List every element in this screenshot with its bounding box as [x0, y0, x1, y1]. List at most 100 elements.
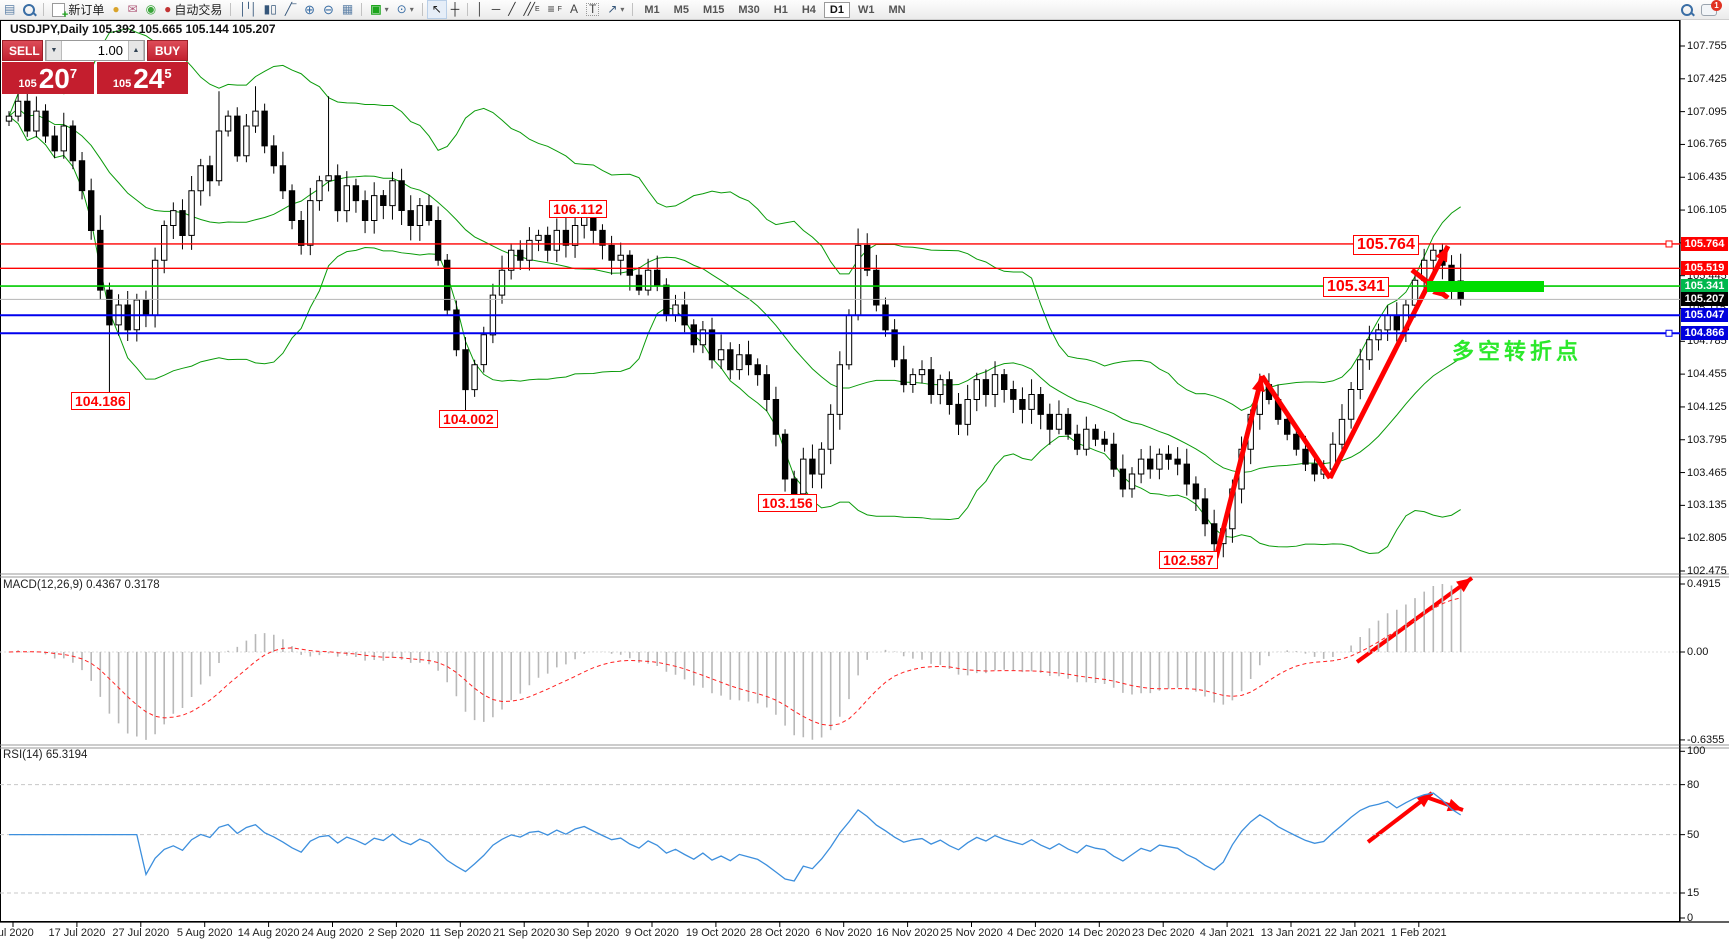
date-axis-label: 21 Sep 2020	[492, 927, 556, 939]
crosshair-tool-button[interactable]: ┼	[447, 1, 464, 18]
date-axis-label: 4 Jan 2021	[1199, 927, 1255, 939]
search-icon	[1681, 3, 1693, 16]
line-chart-button[interactable]: ╱‾	[281, 1, 300, 18]
timeframe-H1[interactable]: H1	[773, 3, 788, 16]
rsi-axis-label: 15	[1687, 886, 1700, 899]
chart-title: USDJPY,Daily 105.392 105.665 105.144 105…	[10, 22, 276, 36]
new-order-button[interactable]: 新订单	[48, 1, 108, 21]
date-axis-label: 17 Jul 2020	[48, 927, 106, 939]
price-callout-105.341[interactable]: 105.341	[1323, 277, 1389, 297]
volume-value[interactable]: 1.00	[97, 43, 123, 58]
timeframe-M30[interactable]: M30	[738, 3, 760, 16]
deposit-button[interactable]: ●	[108, 1, 123, 18]
mail-button[interactable]: ✉	[124, 1, 142, 18]
main-chart-layer	[5, 27, 1464, 560]
autotrade-icon: ●	[164, 2, 172, 16]
vertical-line-tool-button[interactable]: │	[472, 1, 488, 18]
price-tag-105.047: 105.047	[1681, 308, 1728, 323]
date-axis-label: 4 Dec 2020	[1007, 927, 1064, 939]
profiles-button[interactable]	[19, 1, 39, 18]
candle-chart-button[interactable]: ▮▯	[260, 1, 281, 18]
date-axis-label: 9 Oct 2020	[625, 927, 679, 939]
toolbar-separator	[361, 3, 363, 16]
date-axis-label: 14 Aug 2020	[237, 927, 300, 939]
highlight-zone[interactable]	[1427, 281, 1544, 292]
text-tool-button[interactable]: A	[566, 1, 582, 18]
date-axis-label: 6 Nov 2020	[815, 927, 872, 939]
trend-arrow-head	[1435, 246, 1448, 263]
autotrade-button[interactable]: ● 自动交易	[160, 1, 226, 18]
price-axis-label: 103.795	[1687, 433, 1727, 446]
price-axis-label: 102.475	[1687, 564, 1727, 577]
buy-price[interactable]: 105 24 5	[96, 62, 188, 94]
date-axis-label: 30 Sep 2020	[556, 927, 620, 939]
volume-stepper: ▼ 1.00 ▲	[45, 40, 145, 61]
arrows-tool-button[interactable]: ↗ ▾	[603, 1, 628, 18]
zoom-in-button[interactable]: ⊕	[300, 1, 319, 18]
date-axis-label: 16 Nov 2020	[876, 927, 939, 939]
date-axis-label: 19 Oct 2020	[685, 927, 746, 939]
trendline-tool-button[interactable]: ╱	[504, 1, 519, 18]
tile-windows-button[interactable]: ▦	[338, 1, 357, 18]
timeframe-W1[interactable]: W1	[857, 3, 875, 16]
zoom-in-icon: ⊕	[304, 2, 316, 17]
search-button[interactable]	[1677, 1, 1697, 18]
annotation-note[interactable]: 多空转折点	[1452, 339, 1583, 364]
date-axis-label: 22 Jan 2021	[1324, 927, 1386, 939]
zoom-out-button[interactable]: ⊖	[319, 1, 338, 18]
price-callout-104.186[interactable]: 104.186	[71, 392, 130, 410]
price-tag-105.519: 105.519	[1681, 261, 1728, 276]
notifications-button[interactable]: 1	[1697, 0, 1722, 18]
bearish-candles	[24, 100, 1464, 545]
timeframe-MN[interactable]: MN	[888, 3, 906, 16]
label-tool-button[interactable]: T	[582, 1, 603, 18]
timeframe-M5[interactable]: M5	[673, 3, 689, 16]
bar-chart-button[interactable]: │╵│	[235, 1, 259, 18]
horizontal-line-tool-button[interactable]: ─	[488, 1, 505, 18]
buy-button[interactable]: BUY	[147, 40, 188, 61]
price-callout-103.156[interactable]: 103.156	[758, 494, 817, 512]
fibonacci-tool-button[interactable]: ≡ F	[547, 2, 562, 16]
zoom-out-icon: ⊖	[323, 2, 334, 17]
price-axis-label: 103.135	[1687, 499, 1727, 512]
timeframe-H4[interactable]: H4	[801, 3, 816, 16]
cursor-tool-button[interactable]: ↖	[426, 0, 447, 19]
price-callout-102.587[interactable]: 102.587	[1159, 551, 1218, 569]
sell-price[interactable]: 105 20 7	[2, 62, 94, 94]
date-axis-label: Jul 2020	[0, 927, 34, 939]
trend-arrow[interactable]	[1259, 374, 1333, 480]
new-chart-button[interactable]: ▤	[0, 1, 19, 18]
price-callout-104.002[interactable]: 104.002	[439, 410, 498, 428]
line-handle[interactable]	[1665, 329, 1673, 337]
price-axis-label: 103.465	[1687, 466, 1727, 479]
signals-button[interactable]: ◉	[142, 1, 160, 18]
line-chart-icon: ╱‾	[284, 2, 297, 16]
tile-windows-icon: ▦	[341, 2, 354, 16]
macd-histogram	[17, 584, 1462, 740]
price-axis-label: 106.765	[1687, 138, 1727, 151]
line-handle[interactable]	[1665, 240, 1673, 248]
signal-icon: ◉	[145, 2, 157, 16]
volume-decrement-button[interactable]: ▼	[46, 41, 62, 60]
price-axis-label: 107.095	[1687, 105, 1727, 118]
new-window-button[interactable]: ▣ ▾	[366, 1, 392, 18]
price-callout-106.112[interactable]: 106.112	[549, 200, 607, 218]
price-tag-105.207: 105.207	[1681, 292, 1728, 307]
macd-signal-line	[8, 597, 1461, 727]
volume-increment-button[interactable]: ▲	[128, 41, 144, 60]
channel-tool-button[interactable]: ╱╱ E	[523, 2, 540, 16]
chevron-down-icon: ▾	[409, 5, 414, 14]
price-axis-label: 107.425	[1687, 72, 1727, 85]
period-button[interactable]: ⊙ ▾	[393, 1, 418, 18]
timeframe-D1[interactable]: D1	[823, 1, 850, 18]
trend-arrow-head	[1456, 578, 1472, 593]
timeframe-M1[interactable]: M1	[644, 3, 660, 16]
chevron-down-icon: ▾	[384, 5, 389, 14]
trend-arrow[interactable]	[1213, 375, 1265, 559]
timeframe-M15[interactable]: M15	[702, 3, 725, 16]
price-callout-105.764[interactable]: 105.764	[1353, 235, 1419, 255]
window-plus-icon: ▣	[370, 2, 382, 16]
sell-button[interactable]: SELL	[2, 40, 43, 61]
